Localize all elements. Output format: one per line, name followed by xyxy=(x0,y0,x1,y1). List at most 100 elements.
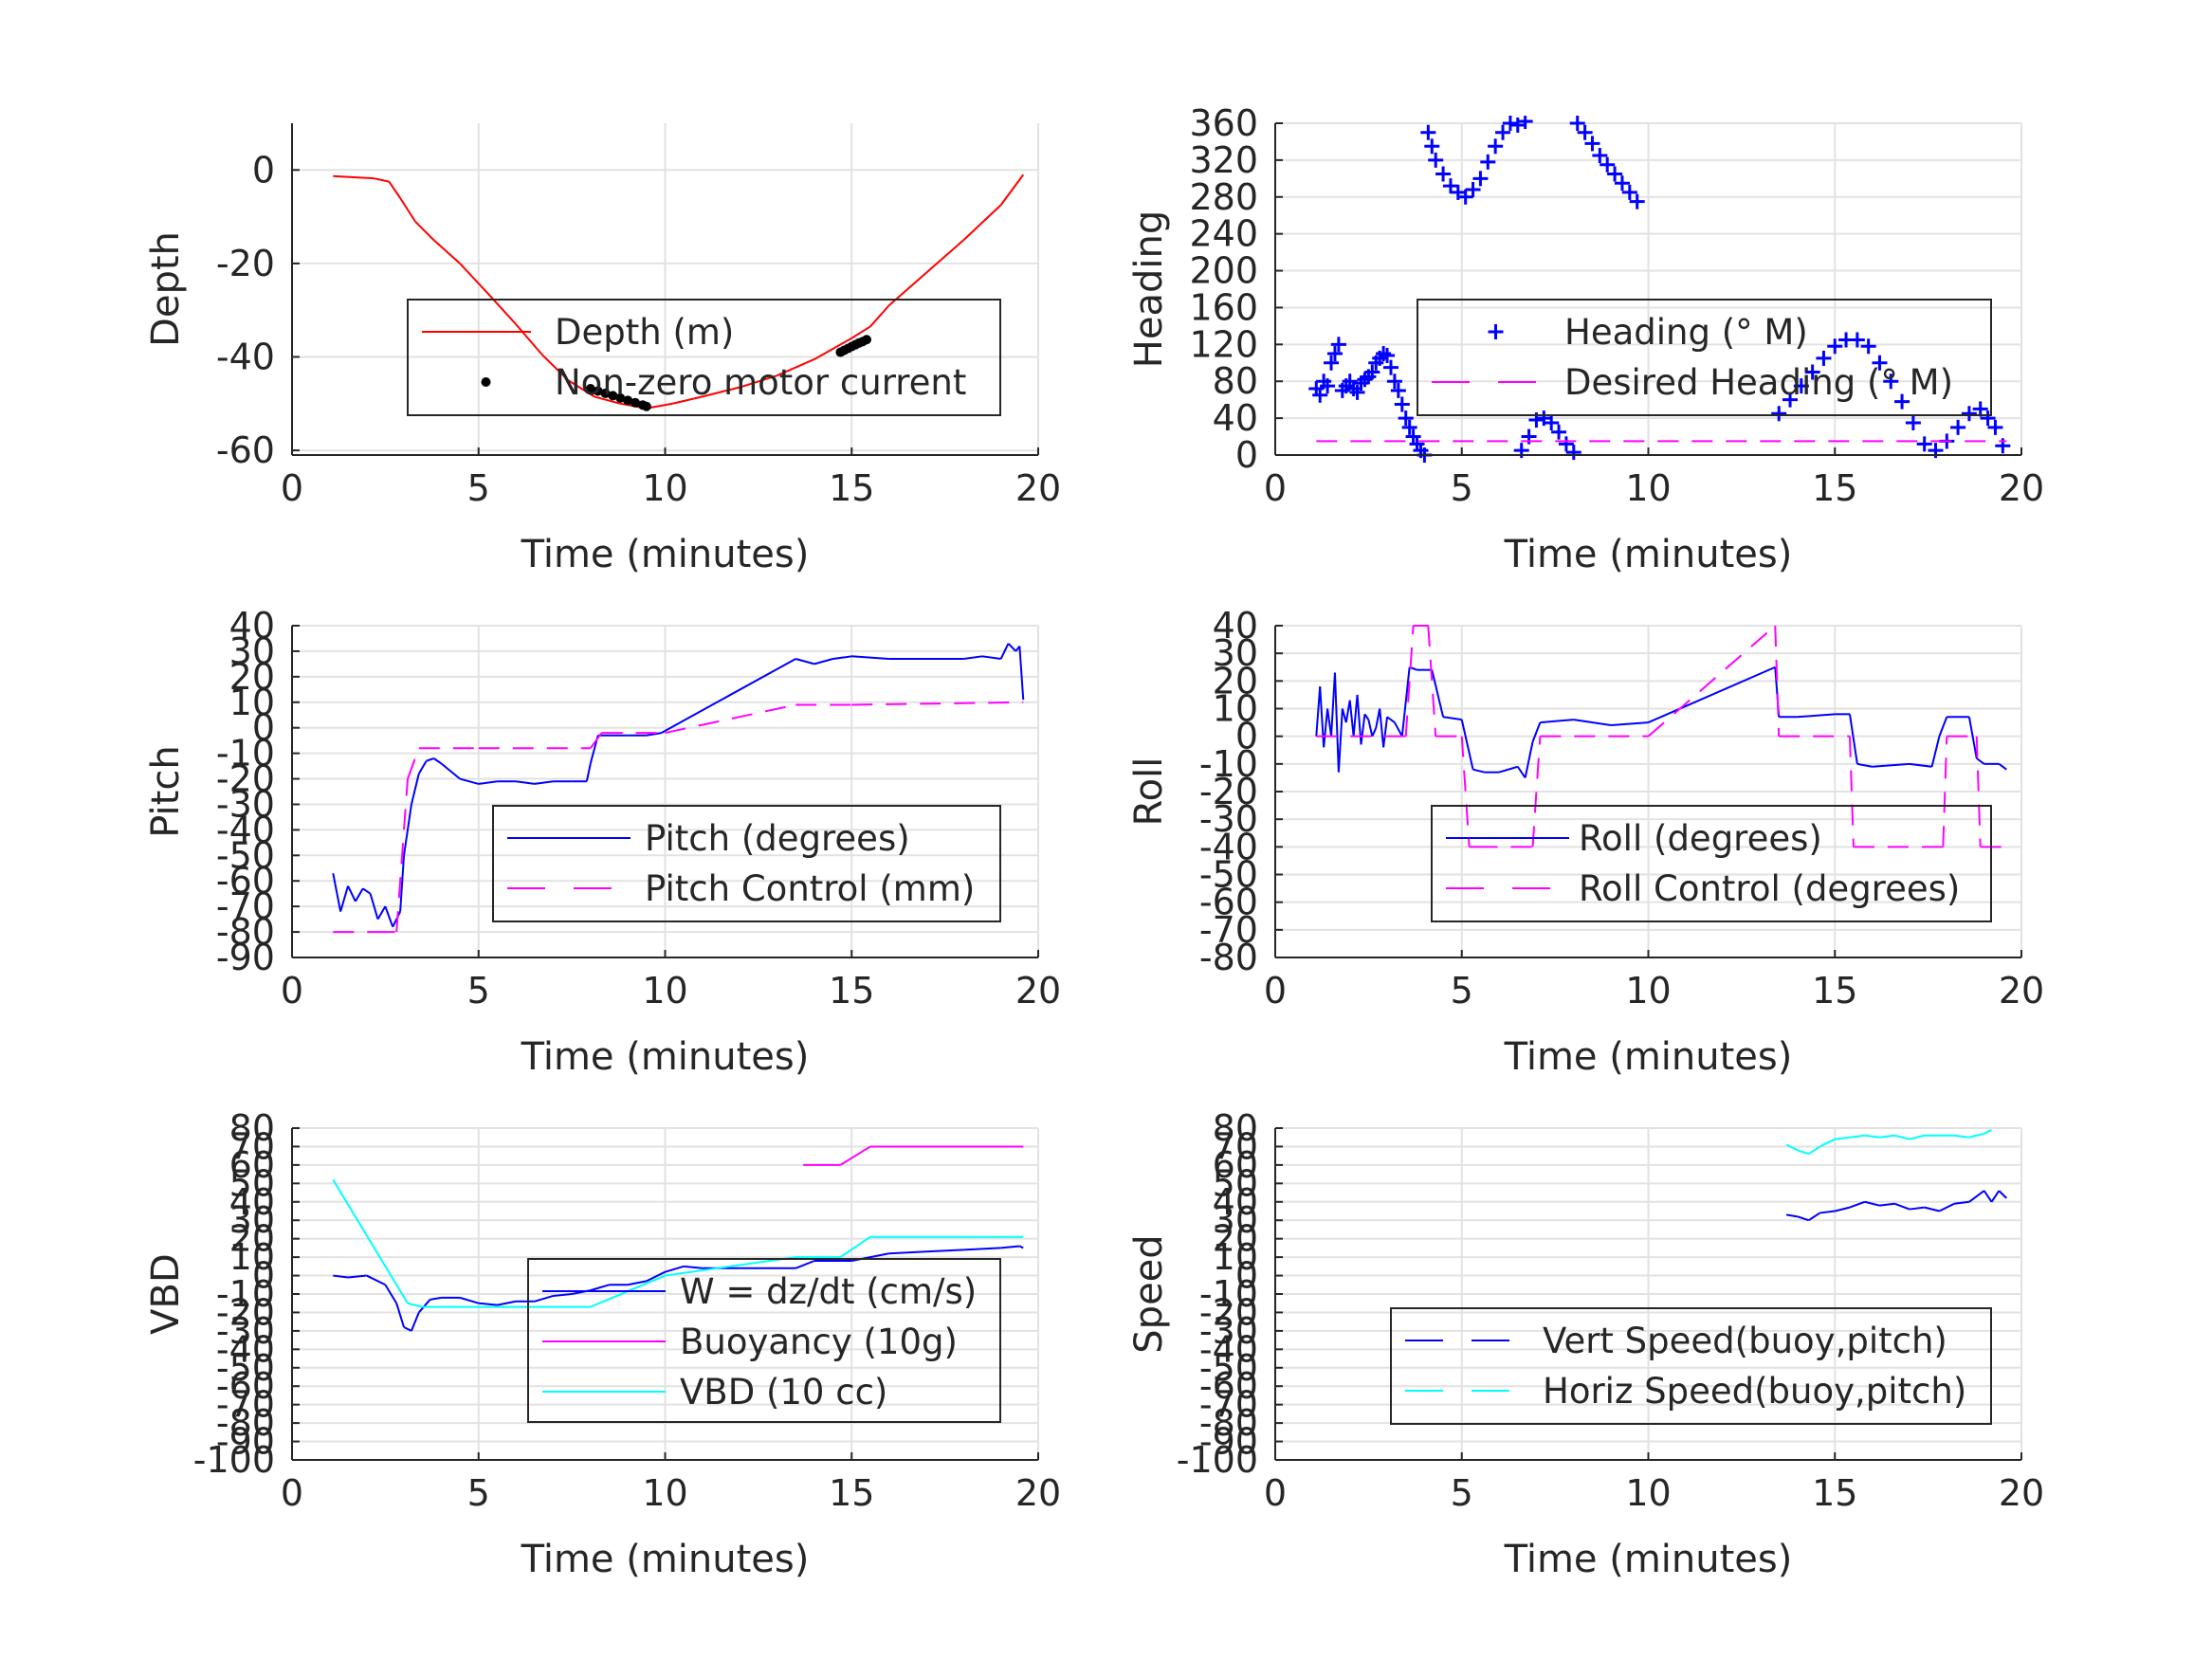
y-tick-label: -40 xyxy=(216,809,275,850)
series-segment xyxy=(1983,1129,1992,1135)
y-tick-label: 40 xyxy=(1213,605,1258,647)
series-segment xyxy=(851,701,1024,706)
y-axis-label: Heading xyxy=(1127,210,1171,368)
series-segment xyxy=(661,658,796,734)
series-segment xyxy=(534,1294,554,1303)
x-axis-label: Time (minutes) xyxy=(521,1538,810,1581)
series-segment xyxy=(553,1293,573,1297)
x-tick-label: 20 xyxy=(1015,1472,1061,1514)
series-segment xyxy=(1774,625,1781,737)
heading-point xyxy=(1386,374,1402,390)
y-tick-label: -80 xyxy=(1199,1402,1258,1444)
legend-label: Horiz Speed(buoy,pitch) xyxy=(1543,1371,1966,1412)
heading-point xyxy=(1592,148,1608,164)
series-segment xyxy=(567,379,595,398)
series-segment xyxy=(1879,1202,1895,1207)
legend-label: Roll Control (degrees) xyxy=(1579,868,1960,909)
series-segment xyxy=(1835,1206,1851,1212)
x-tick-label: 10 xyxy=(1625,1472,1671,1514)
motor-current-point xyxy=(861,335,871,345)
heading-point xyxy=(1502,116,1518,131)
series-segment xyxy=(1360,714,1366,745)
series-segment xyxy=(376,905,387,921)
y-tick-label: 10 xyxy=(229,1236,275,1278)
series-segment xyxy=(432,239,461,264)
y-tick-label: 200 xyxy=(1189,250,1258,292)
x-tick-label: 0 xyxy=(1264,970,1287,1012)
series-segment xyxy=(1382,717,1389,748)
pitch-chart: 0 5 10 15 20403020100-10-20-30-40-50-60-70-8… xyxy=(144,605,1061,1079)
series-segment xyxy=(590,1284,610,1292)
x-tick-label: 20 xyxy=(1999,1472,2044,1514)
x-tick-label: 15 xyxy=(1812,1472,1857,1514)
series-segment xyxy=(1348,700,1355,737)
series-segment xyxy=(1819,1210,1836,1214)
series-segment xyxy=(1531,736,1542,848)
series-segment xyxy=(430,1296,442,1301)
y-tick-label: -60 xyxy=(216,1365,275,1407)
legend-box xyxy=(1390,1307,1992,1425)
series-segment xyxy=(399,855,406,912)
series-segment xyxy=(1975,736,1982,848)
y-axis-label: Roll xyxy=(1127,757,1171,827)
legend-label: Vert Speed(buoy,pitch) xyxy=(1543,1321,1947,1361)
series-segment xyxy=(1400,666,1411,737)
series-segment xyxy=(814,337,852,360)
series-segment xyxy=(1524,741,1534,778)
y-tick-label: -30 xyxy=(216,1310,275,1352)
series-segment xyxy=(1647,625,1776,738)
heading-point xyxy=(1320,378,1336,394)
series-segment xyxy=(888,1250,926,1255)
plot-area xyxy=(332,1145,1024,1332)
series-segment xyxy=(1427,625,1437,737)
speed-chart: 0 5 10 15 2080706050403020100-10-20-30-40-50… xyxy=(1127,1107,2044,1581)
y-tick-label: -20 xyxy=(1199,771,1258,812)
y-tick-label: 160 xyxy=(1189,286,1258,328)
heading-point xyxy=(1816,350,1832,366)
series-segment xyxy=(1835,1136,1851,1140)
heading-point xyxy=(1390,382,1406,398)
series-segment xyxy=(1007,643,1017,652)
motor-current-point xyxy=(615,392,626,403)
series-segment xyxy=(1498,765,1519,774)
heading-point xyxy=(1435,166,1452,182)
series-segment xyxy=(1879,1134,1895,1139)
y-tick-label: 40 xyxy=(1213,1181,1258,1223)
y-tick-label: 0 xyxy=(252,149,275,191)
series-segment xyxy=(839,1145,871,1166)
series-segment xyxy=(851,655,889,660)
y-tick-label: -20 xyxy=(216,243,275,284)
series-segment xyxy=(585,763,592,782)
series-segment xyxy=(1893,1134,1910,1140)
x-tick-label: 5 xyxy=(467,1472,490,1514)
series-segment xyxy=(1797,1149,1810,1156)
series-segment xyxy=(646,1270,666,1283)
series-segment xyxy=(332,1178,409,1304)
plot-area xyxy=(333,173,1025,411)
x-tick-label: 10 xyxy=(642,1472,687,1514)
y-tick-label: 60 xyxy=(229,1144,275,1186)
heading-point xyxy=(1577,124,1593,140)
y-tick-label: 10 xyxy=(1213,1236,1258,1278)
series-segment xyxy=(1909,1206,1925,1211)
series-segment xyxy=(1968,1190,1985,1203)
series-segment xyxy=(1924,1206,1940,1212)
y-tick-label: 80 xyxy=(1213,1107,1258,1149)
series-dashed xyxy=(1785,1190,2007,1222)
heading-point xyxy=(1793,378,1809,394)
y-tick-label: -70 xyxy=(1199,1384,1258,1426)
series-segment xyxy=(339,885,349,912)
x-tick-label: 10 xyxy=(1625,970,1671,1012)
y-tick-label: 0 xyxy=(1235,716,1258,757)
series-segment xyxy=(347,1274,367,1279)
series-segment xyxy=(403,1326,412,1332)
series-segment xyxy=(384,905,394,928)
x-tick-label: 20 xyxy=(1015,970,1061,1012)
series-segment xyxy=(1460,736,1471,848)
legend-label: Heading (° M) xyxy=(1564,312,1808,353)
x-tick-label: 10 xyxy=(642,467,687,509)
heading-point xyxy=(1457,189,1473,205)
series-segment xyxy=(395,778,409,933)
legend-swatch xyxy=(481,377,491,387)
